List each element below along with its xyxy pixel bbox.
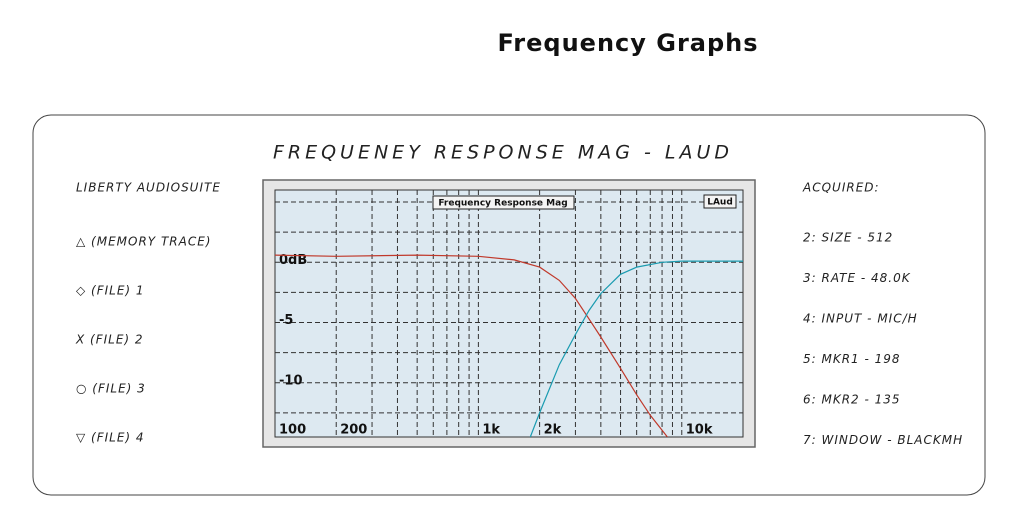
list-item: 7: WINDOW - BLACKMH [803, 433, 963, 447]
page-title: Frequency Graphs [497, 29, 758, 57]
response-line [275, 254, 668, 437]
chart-title: Frequency Response Mag [438, 199, 567, 209]
list-item: 6: MKR2 - 135 [803, 393, 901, 407]
list-item: ▽ (FILE) 4 [76, 431, 145, 445]
list-item: △ (MEMORY TRACE) [76, 235, 211, 249]
list-item: 5: MKR1 - 198 [803, 352, 901, 366]
y-tick-label: -5 [279, 313, 293, 328]
tag-box [703, 194, 737, 209]
y-tick-label: 0dB [279, 253, 307, 268]
plot-area [274, 189, 744, 438]
list-title: LIBERTY AUDIOSUITE [76, 181, 221, 195]
x-tick-label: 1k [482, 423, 500, 438]
y-tick-label: -10 [279, 373, 303, 388]
chart: 100 200 1k 2k 10k 0dB -5 -10 Frequency Response … [274, 190, 743, 438]
x-tick-label: 200 [340, 423, 367, 438]
list-item: 2: SIZE - 512 [803, 231, 893, 245]
list-title: ACQUIRED: [802, 181, 880, 195]
list-item: 3: RATE - 48.0K [803, 271, 911, 285]
list-item: 4: INPUT - MIC/H [803, 312, 918, 326]
left-list: LIBERTY AUDIOSUITE △ (MEMORY TRACE) ◇ (FIL… [75, 181, 221, 445]
x-tick-label: 2k [544, 423, 562, 438]
panel-heading: FREQUENEY RESPONSE MAG - LAUD [273, 142, 733, 164]
x-tick-label: 100 [279, 423, 306, 438]
list-item: ◇ (FILE) 1 [76, 284, 145, 298]
x-tick-label: 10k [686, 423, 713, 438]
response-line [529, 260, 743, 437]
right-list: ACQUIRED: 2: SIZE - 512 3: RATE - 48.0K 4: … [802, 181, 963, 448]
chart-tag: LAud [707, 198, 733, 208]
list-item: X (FILE) 2 [75, 333, 144, 347]
chart-title-box [432, 195, 575, 210]
list-item: ○ (FILE) 3 [76, 382, 146, 396]
